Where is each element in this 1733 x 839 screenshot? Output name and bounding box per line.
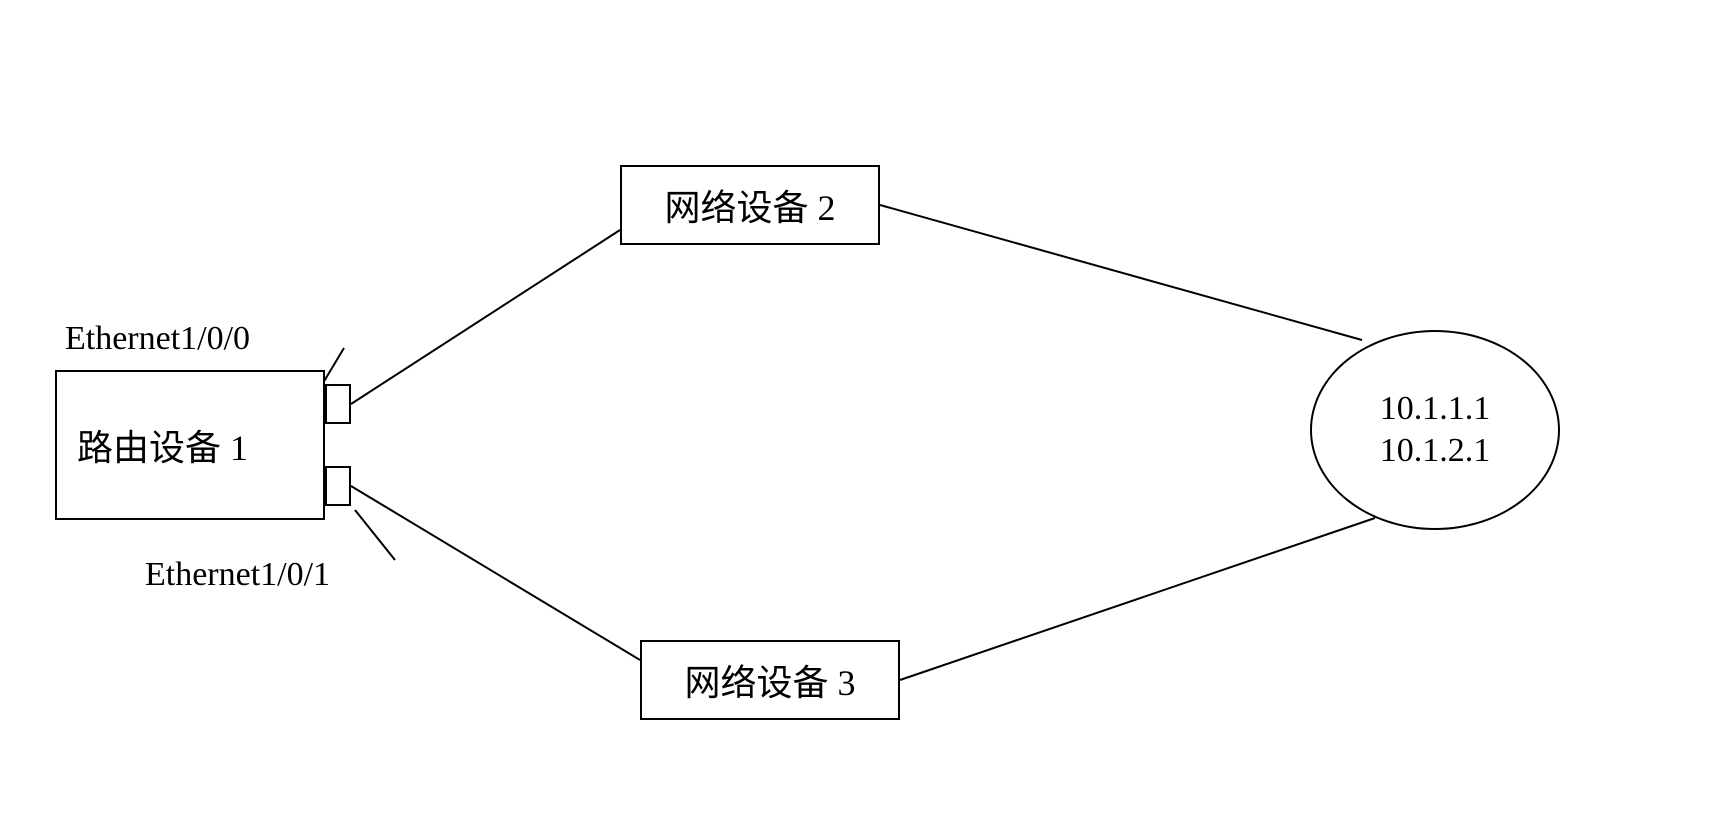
- node-router1-label: 路由设备 1: [77, 419, 248, 471]
- node-net2-label: 网络设备 2: [664, 179, 835, 231]
- node-net3: 网络设备 3: [640, 640, 900, 720]
- node-dest-ip2: 10.1.2.1: [1380, 430, 1491, 473]
- node-router1: 路由设备 1: [55, 370, 325, 520]
- edge-eth0-net2: [351, 230, 620, 404]
- port-tick-eth1: [355, 510, 395, 560]
- node-net2: 网络设备 2: [620, 165, 880, 245]
- node-dest-ip1: 10.1.1.1: [1380, 388, 1491, 431]
- node-net3-label: 网络设备 3: [684, 654, 855, 706]
- port-eth1-label: Ethernet1/0/1: [145, 556, 330, 594]
- port-eth0: [325, 384, 351, 424]
- edge-eth1-net3: [351, 486, 640, 660]
- diagram-canvas: 路由设备 1 Ethernet1/0/0 Ethernet1/0/1 网络设备 …: [0, 0, 1733, 839]
- port-eth1: [325, 466, 351, 506]
- port-eth0-label: Ethernet1/0/0: [65, 320, 250, 358]
- node-dest: 10.1.1.1 10.1.2.1: [1310, 330, 1560, 530]
- edge-net3-dest: [900, 518, 1375, 680]
- edge-net2-dest: [880, 205, 1362, 340]
